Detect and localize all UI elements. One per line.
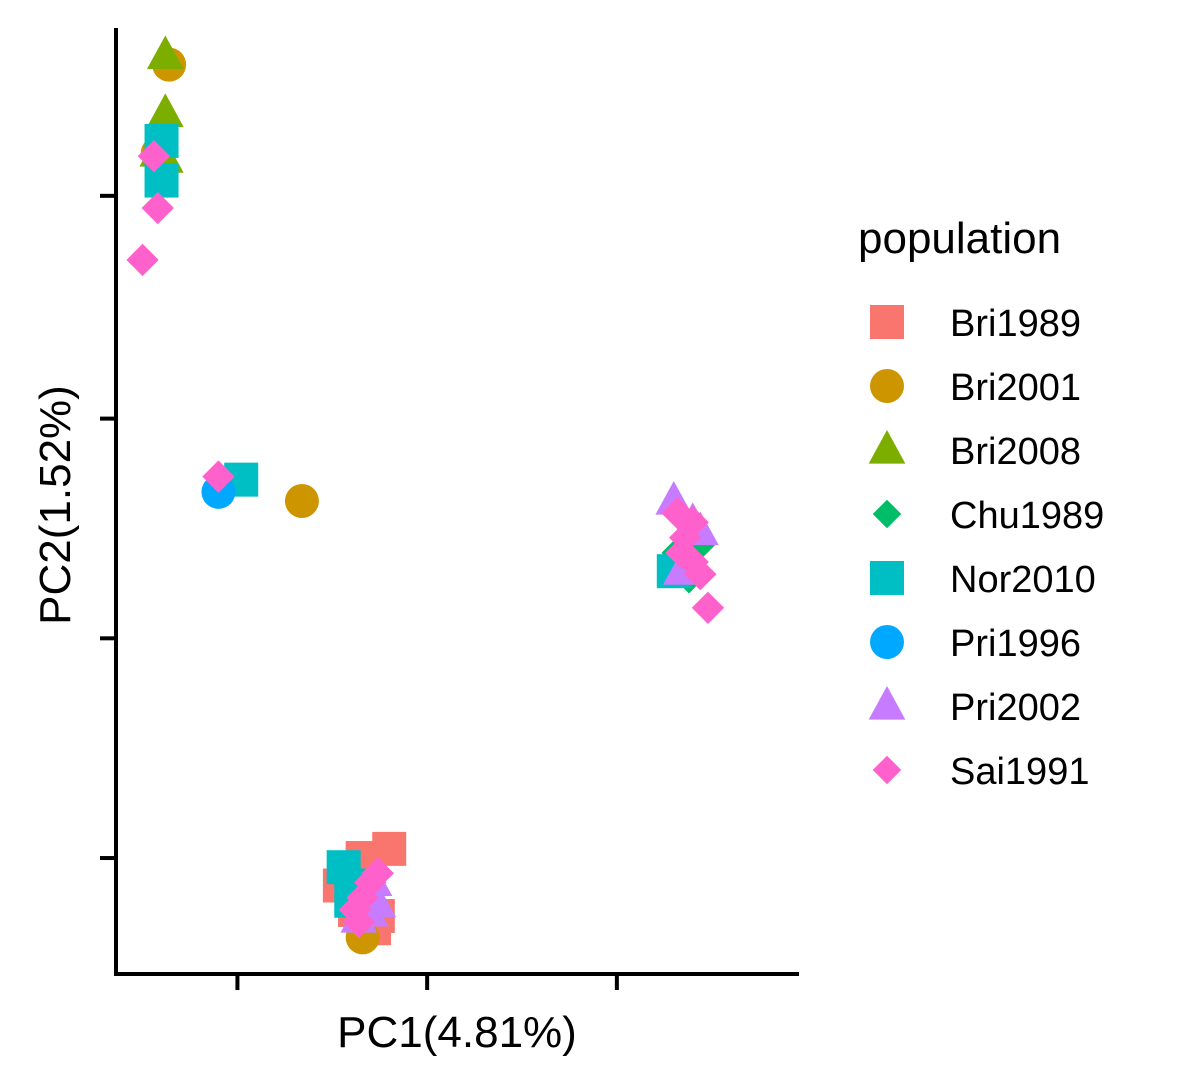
point-sai1991-2 <box>141 191 174 225</box>
legend-label-chu1989: Chu1989 <box>950 495 1104 537</box>
legend-label-pri2002: Pri2002 <box>950 687 1081 729</box>
data-points <box>126 35 725 955</box>
point-bri2001-3 <box>284 484 319 518</box>
legend-key-bri2001 <box>870 369 904 403</box>
legend-label-bri2001: Bri2001 <box>950 367 1081 409</box>
legend-key-chu1989 <box>872 499 902 529</box>
legend-key-nor2010 <box>870 561 904 595</box>
point-nor2010-2 <box>144 163 179 198</box>
point-sai1991-16 <box>342 905 375 939</box>
y-axis-title: PC2(1.52%) <box>31 385 80 625</box>
point-sai1991-10 <box>684 558 717 591</box>
legend-label-bri2008: Bri2008 <box>950 431 1081 473</box>
legend-key-pri1996 <box>870 625 904 659</box>
point-sai1991-13 <box>354 866 387 899</box>
point-sai1991-11 <box>691 591 725 624</box>
legend-label-sai1991: Sai1991 <box>950 751 1089 793</box>
legend-label-nor2010: Nor2010 <box>950 559 1096 601</box>
point-bri2008-2 <box>146 93 184 128</box>
legend-key-pri2002 <box>868 685 906 720</box>
legend-items: Bri1989 Bri2001 Bri2008 Chu1989 Nor2010 Pri19… <box>868 303 1104 793</box>
x-axis-title: PC1(4.81%) <box>337 1008 577 1057</box>
legend-key-bri1989 <box>870 305 904 339</box>
point-sai1991-4 <box>202 460 235 493</box>
point-bri2008-1 <box>146 35 184 70</box>
y-axis-ticks <box>100 193 116 861</box>
point-sai1991-1 <box>137 140 171 173</box>
legend-label-bri1989: Bri1989 <box>950 303 1081 345</box>
point-sai1991-3 <box>126 243 159 277</box>
legend-title: population <box>858 214 1061 263</box>
legend-key-bri2008 <box>868 429 906 464</box>
axes <box>100 28 799 990</box>
legend-key-sai1991 <box>872 755 902 785</box>
legend-label-pri1996: Pri1996 <box>950 623 1081 665</box>
legend: population Bri1989 Bri2001 Bri2008 Chu1989 N… <box>858 214 1104 793</box>
x-axis-ticks <box>235 974 619 990</box>
